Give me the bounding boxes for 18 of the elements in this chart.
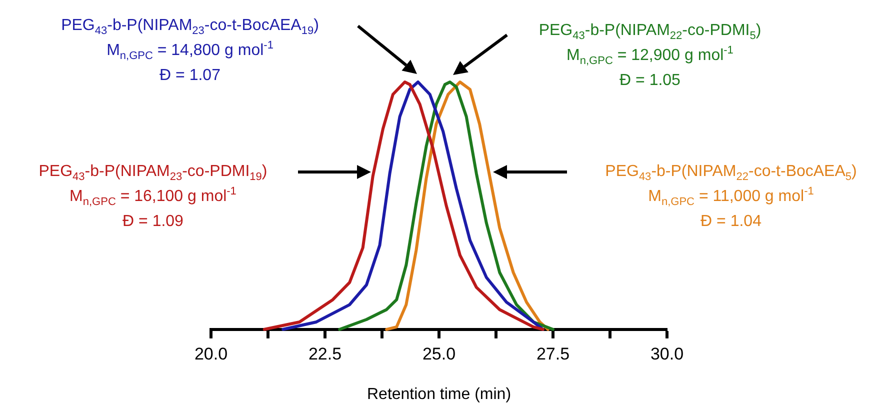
annotation: Đ = 1.05 [618,71,682,91]
text: PEG$_{43}$-b-P(NIPAM$_{22}$-co-t-BocAEA$_{5}$) [605,162,857,184]
text: PEG$_{43}$-b-P(NIPAM$_{22}$-co-PDMI$_{5}$) [538,21,762,43]
text: Đ = 1.09 [122,212,184,232]
text: M$_{n,GPC}$ = 14,800 g mol$^{-1}$ [106,38,274,63]
annotation: M$_{n,GPC}$ = 16,100 g mol$^{-1}$ [68,184,238,209]
x-tick-label: 25.0 [422,344,456,364]
x-axis-title: Retention time (min) [366,386,512,403]
text: Đ = 1.04 [700,212,762,232]
annotation: M$_{n,GPC}$ = 11,000 g mol$^{-1}$ [647,184,815,209]
x-tick-label: 20.0 [194,344,228,364]
x-tick-label: 27.5 [536,344,570,364]
x-tick-label: 22.5 [308,344,342,364]
text: PEG$_{43}$-b-P(NIPAM$_{23}$-co-PDMI$_{19}$) [38,162,268,184]
text: PEG$_{43}$-b-P(NIPAM$_{23}$-co-t-BocAEA$_{19}$) [61,16,319,38]
annotation: Đ = 1.07 [158,66,222,86]
text: M$_{n,GPC}$ = 12,900 g mol$^{-1}$ [566,44,734,68]
x-tick-label: 30.0 [650,344,684,364]
